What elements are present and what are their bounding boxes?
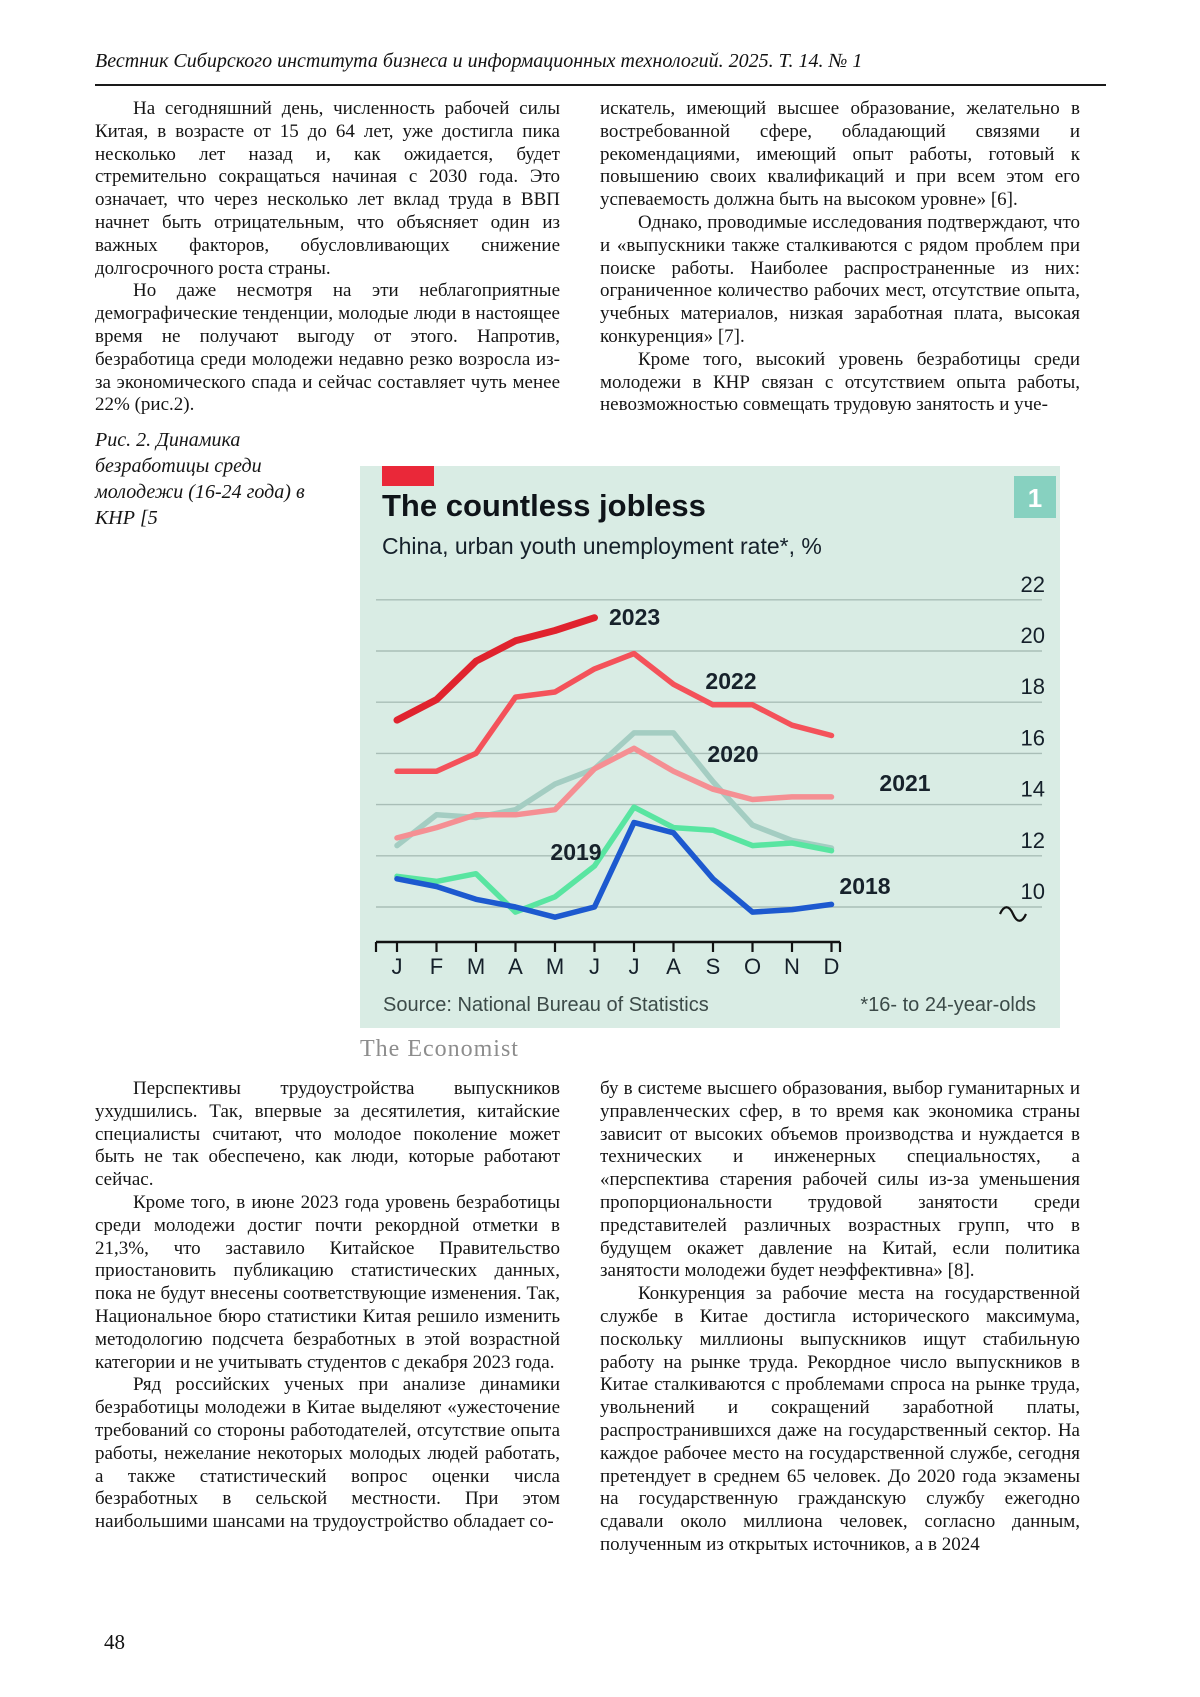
x-axis-label: S (706, 954, 721, 979)
y-axis-label: 22 (1021, 572, 1045, 597)
y-axis-label: 18 (1021, 674, 1045, 699)
header-rule (95, 84, 1106, 86)
figure-credit: The Economist (360, 1036, 519, 1062)
series-label-2021: 2021 (879, 770, 930, 796)
unemployment-chart-svg: The countless jobless China, urban youth … (374, 466, 1056, 1016)
column-top-right: искатель, имеющий высшее образование, же… (600, 98, 1080, 417)
series-line-2018 (394, 819, 835, 920)
x-axis-label: M (546, 954, 564, 979)
x-axis-label: O (744, 954, 761, 979)
column-bottom-right: бу в системе высшего образования, выбор … (600, 1078, 1080, 1557)
panel-badge (1014, 476, 1056, 518)
series-label-2022: 2022 (705, 668, 756, 694)
series-label-2020: 2020 (707, 741, 758, 767)
paragraph: искатель, имеющий высшее образование, же… (600, 98, 1080, 211)
journal-header: Вестник Сибирского института бизнеса и и… (95, 50, 863, 72)
y-axis-label: 16 (1021, 725, 1045, 750)
paragraph-list: искатель, имеющий высшее образование, же… (600, 98, 1080, 417)
paragraph: Конкуренция за рабочие места на государс… (600, 1283, 1080, 1555)
column-top-left: На сегодняшний день, численность рабочей… (95, 98, 560, 551)
series-label-2023: 2023 (609, 604, 660, 630)
chart-subtitle: China, urban youth unemployment rate*, % (382, 533, 822, 559)
y-axis-label: 12 (1021, 828, 1045, 853)
series-line-2021 (394, 745, 835, 841)
column-bottom-left: Перспективы трудоустройства выпускников … (95, 1078, 560, 1534)
paragraph: Однако, проводимые исследования подтверж… (600, 211, 1080, 347)
paragraph: Ряд российских ученых при анализе динами… (95, 1374, 560, 1533)
series-line-2022 (394, 650, 835, 775)
red-tab (382, 466, 434, 486)
paragraph: бу в системе высшего образования, выбор … (600, 1078, 1080, 1282)
unemployment-chart: The countless jobless China, urban youth … (360, 466, 1060, 1028)
page-number: 48 (104, 1630, 125, 1654)
paragraph: Кроме того, в июне 2023 года уровень без… (95, 1191, 560, 1373)
x-axis-label: D (824, 954, 840, 979)
x-axis-label: M (467, 954, 485, 979)
x-axis-label: J (392, 954, 403, 979)
chart-title: The countless jobless (382, 488, 706, 523)
x-axis-label: F (430, 954, 443, 979)
chart-source: Source: National Bureau of Statistics (383, 994, 709, 1016)
y-axis-label: 14 (1021, 777, 1045, 802)
figure-caption: Рис. 2. Динамика безработицы среди молод… (95, 429, 305, 530)
series-line-2020 (394, 730, 835, 851)
series-label-2018: 2018 (839, 873, 890, 899)
paragraph-list: Перспективы трудоустройства выпускников … (95, 1078, 560, 1534)
x-axis-label: N (784, 954, 800, 979)
series-label-2019: 2019 (550, 839, 601, 865)
x-axis-label: J (589, 954, 600, 979)
axis-break-squiggle (998, 906, 1028, 922)
paragraph-list: На сегодняшний день, численность рабочей… (95, 98, 560, 417)
series-line-2019 (394, 804, 835, 915)
chart-footnote: *16- to 24-year-olds (860, 994, 1036, 1016)
x-axis-label: J (629, 954, 640, 979)
paragraph: Кроме того, высокий уровень безработицы … (600, 348, 1080, 416)
paragraph-list: бу в системе высшего образования, выбор … (600, 1078, 1080, 1557)
y-axis-label: 20 (1021, 623, 1045, 648)
x-axis-label: A (508, 954, 523, 979)
panel-badge-number: 1 (1028, 483, 1042, 513)
paragraph: Перспективы трудоустройства выпускников … (95, 1078, 560, 1191)
series-line-2023 (393, 614, 598, 724)
y-axis-label: 10 (1021, 879, 1045, 904)
paragraph: Но даже несмотря на эти неблагоприятные … (95, 280, 560, 416)
x-axis-label: A (666, 954, 681, 979)
paragraph: На сегодняшний день, численность рабочей… (95, 98, 560, 279)
